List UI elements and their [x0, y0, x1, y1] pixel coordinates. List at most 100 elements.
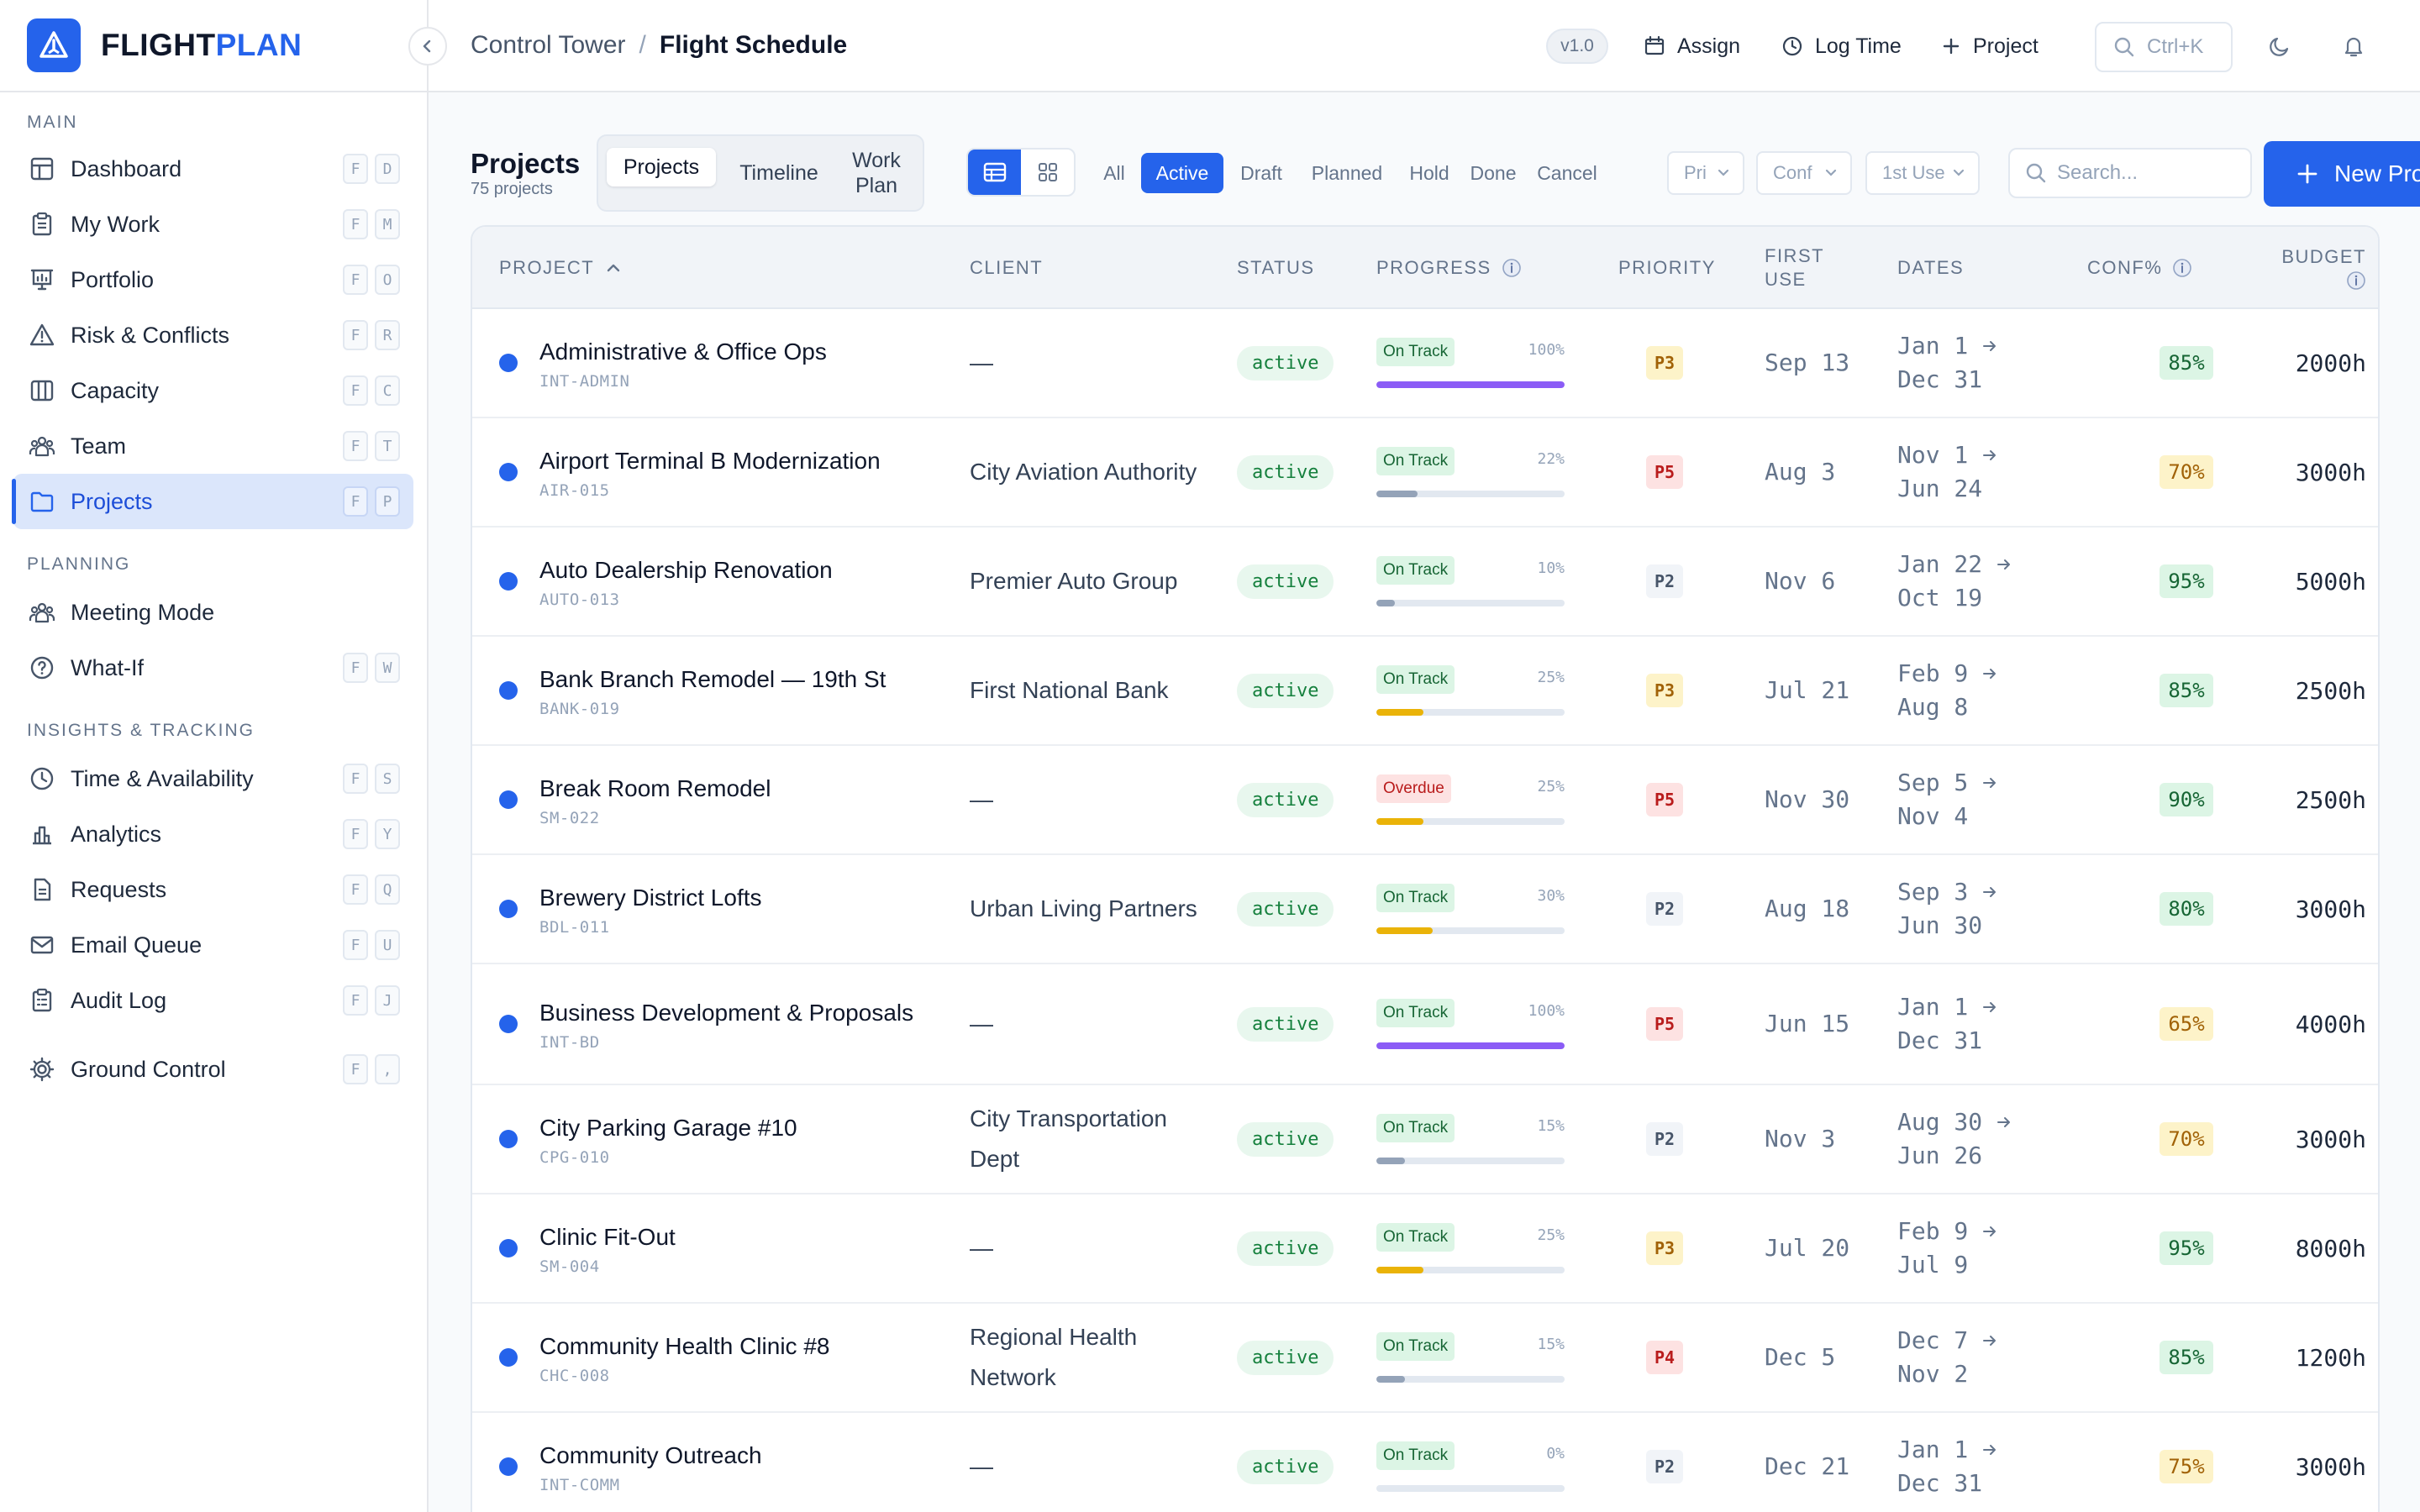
project-search-input[interactable]: Search...: [2008, 148, 2252, 198]
column-project[interactable]: PROJECT: [499, 227, 623, 309]
priority-badge: P3: [1645, 674, 1684, 707]
filter-cancel[interactable]: Cancel: [1537, 161, 1597, 184]
column-conf[interactable]: CONF%: [2087, 227, 2192, 309]
table-row[interactable]: Brewery District Lofts BDL-011 Urban Livin…: [472, 855, 2378, 964]
project-name[interactable]: Brewery District Lofts: [539, 885, 762, 911]
info-icon[interactable]: [1502, 258, 1522, 278]
tab-work-plan[interactable]: Work Plan: [852, 149, 901, 197]
sidebar-item-my-work[interactable]: My Work F M: [13, 197, 413, 252]
collapse-sidebar-button[interactable]: [408, 27, 447, 66]
bell-icon: [2344, 37, 2363, 57]
status-badge: active: [1237, 891, 1334, 927]
confidence-badge: 65%: [2160, 1007, 2213, 1041]
confidence-badge: 85%: [2160, 346, 2213, 380]
sidebar-item-team[interactable]: Team F T: [13, 418, 413, 474]
project-cell: Administrative & Office Ops INT-ADMIN: [539, 309, 943, 417]
sidebar-item-capacity[interactable]: Capacity F C: [13, 363, 413, 418]
sidebar-item-time-availability[interactable]: Time & Availability F S: [13, 751, 413, 806]
sidebar-item-portfolio[interactable]: Portfolio F O: [13, 252, 413, 307]
column-first-use[interactable]: FIRST USE: [1765, 245, 1824, 290]
project-name[interactable]: Community Health Clinic #8: [539, 1333, 830, 1359]
project-name[interactable]: City Parking Garage #10: [539, 1115, 797, 1141]
project-name[interactable]: Community Outreach: [539, 1442, 762, 1468]
new-project-button[interactable]: New Pro: [2264, 141, 2420, 207]
progress-indicator: On Track 15%: [1376, 1332, 1565, 1383]
table-header: PROJECT CLIENT STATUS PROGRESS PRIORITY …: [472, 227, 2378, 309]
confidence-dropdown[interactable]: Conf: [1756, 151, 1852, 195]
assign-button[interactable]: Assign: [1644, 29, 1740, 64]
budget-hours: 8000h: [2295, 1234, 2366, 1263]
brand[interactable]: FLIGHTPLAN: [0, 0, 427, 92]
grid-view-button[interactable]: [1021, 150, 1074, 195]
log-time-label: Log Time: [1815, 34, 1902, 58]
status-cell: active: [1237, 746, 1334, 853]
info-icon[interactable]: [2346, 270, 2366, 291]
column-status[interactable]: STATUS: [1237, 257, 1315, 278]
column-dates[interactable]: DATES: [1897, 257, 1965, 278]
sidebar-item-risk-conflicts[interactable]: Risk & Conflicts F R: [13, 307, 413, 363]
table-row[interactable]: Break Room Remodel SM-022 — active Overdue 25…: [472, 746, 2378, 855]
table-row[interactable]: Community Outreach INT-COMM — active On Trac…: [472, 1413, 2378, 1512]
project-name[interactable]: Business Development & Proposals: [539, 1000, 914, 1026]
sidebar-item-email-queue[interactable]: Email Queue F U: [13, 917, 413, 973]
priority-dropdown[interactable]: Pri: [1667, 151, 1744, 195]
client-name: Premier Auto Group: [970, 568, 1178, 594]
tab-timeline[interactable]: Timeline: [739, 161, 818, 185]
assign-label: Assign: [1677, 34, 1741, 58]
table-row[interactable]: Auto Dealership Renovation AUTO-013 Premie…: [472, 528, 2378, 637]
column-client[interactable]: CLIENT: [970, 257, 1044, 278]
project-name[interactable]: Bank Branch Remodel — 19th St: [539, 666, 886, 692]
column-priority[interactable]: PRIORITY: [1618, 257, 1716, 278]
filter-done[interactable]: Done: [1470, 161, 1517, 184]
table-row[interactable]: Administrative & Office Ops INT-ADMIN — act…: [472, 309, 2378, 418]
column-progress[interactable]: PROGRESS: [1376, 227, 1522, 309]
sidebar-item-analytics[interactable]: Analytics F Y: [13, 806, 413, 862]
table-row[interactable]: Clinic Fit-Out SM-004 — active On Track 25% P3…: [472, 1194, 2378, 1304]
sidebar-item-label: Email Queue: [71, 932, 203, 958]
sidebar-item-meeting-mode[interactable]: Meeting Mode: [13, 585, 413, 640]
shortcut-key: F: [343, 1054, 368, 1084]
project-name[interactable]: Administrative & Office Ops: [539, 339, 827, 365]
table-row[interactable]: Community Health Clinic #8 CHC-008 Regiona…: [472, 1304, 2378, 1413]
sidebar-item-what-if[interactable]: What-If F W: [13, 640, 413, 696]
table-view-button[interactable]: [968, 150, 1021, 195]
progress-cell: On Track 30%: [1376, 855, 1565, 963]
client-cell: Urban Living Partners: [970, 855, 1205, 963]
status-badge: active: [1237, 454, 1334, 490]
table-row[interactable]: Airport Terminal B Modernization AIR-015 C…: [472, 418, 2378, 528]
notifications-button[interactable]: [2339, 32, 2368, 60]
filter-active[interactable]: Active: [1141, 153, 1223, 193]
filter-hold[interactable]: Hold: [1409, 161, 1449, 184]
tab-projects[interactable]: Projects: [607, 148, 716, 186]
priority-badge: P5: [1645, 783, 1684, 816]
add-project-button[interactable]: Project: [1941, 29, 2039, 64]
first-use-dropdown[interactable]: 1st Use: [1865, 151, 1980, 195]
table-row[interactable]: Business Development & Proposals INT-BD — a…: [472, 964, 2378, 1085]
sidebar-item-projects[interactable]: Projects F P: [12, 474, 413, 529]
breadcrumb-parent[interactable]: Control Tower: [471, 31, 626, 59]
column-conf-label: CONF%: [2087, 257, 2163, 278]
project-name[interactable]: Break Room Remodel: [539, 775, 771, 801]
budget-hours: 4000h: [2295, 1010, 2366, 1038]
table-row[interactable]: Bank Branch Remodel — 19th St BANK-019 Fir…: [472, 637, 2378, 746]
project-name[interactable]: Auto Dealership Renovation: [539, 557, 833, 583]
filter-draft[interactable]: Draft: [1240, 161, 1282, 184]
sidebar-item-requests[interactable]: Requests F Q: [13, 862, 413, 917]
sidebar-item-dashboard[interactable]: Dashboard F D: [13, 141, 413, 197]
filter-all[interactable]: All: [1103, 161, 1125, 184]
column-budget[interactable]: BUDGET: [2265, 227, 2366, 309]
project-name[interactable]: Airport Terminal B Modernization: [539, 448, 881, 474]
dark-mode-toggle[interactable]: [2265, 32, 2294, 60]
sidebar-item-audit-log[interactable]: Audit Log F J: [13, 973, 413, 1028]
sidebar-item-ground-control[interactable]: Ground Control F,: [13, 1042, 413, 1097]
log-time-button[interactable]: Log Time: [1781, 29, 1902, 64]
info-icon[interactable]: [2172, 258, 2192, 278]
command-search-button[interactable]: Ctrl+K: [2095, 22, 2233, 72]
project-name[interactable]: Clinic Fit-Out: [539, 1224, 676, 1250]
filter-planned[interactable]: Planned: [1311, 161, 1383, 184]
table-row[interactable]: City Parking Garage #10 CPG-010 City Trans…: [472, 1085, 2378, 1194]
new-project-label: New Pro: [2334, 160, 2420, 186]
first-use-date: Jul 21: [1765, 676, 1850, 704]
columns-icon: [29, 377, 55, 404]
